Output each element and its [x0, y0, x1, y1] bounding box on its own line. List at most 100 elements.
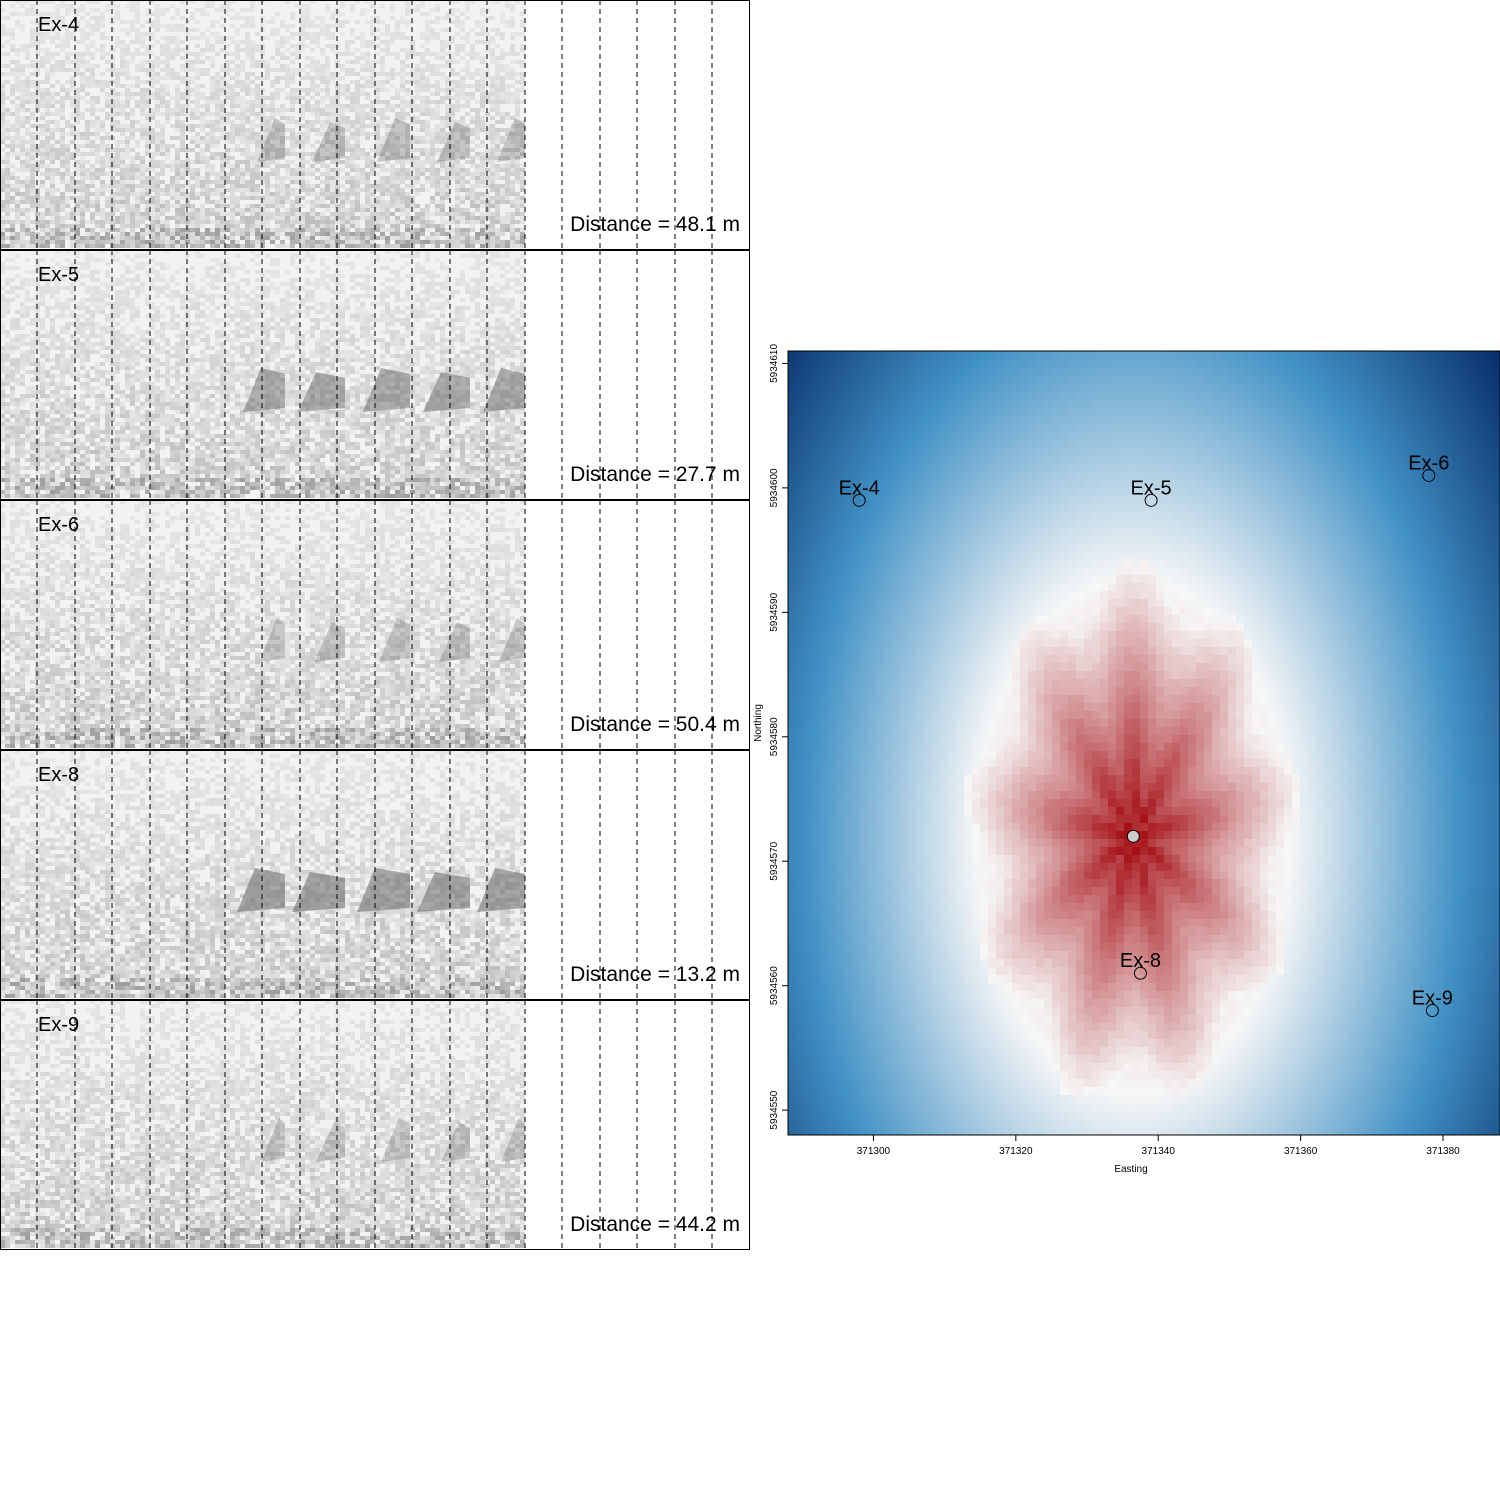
noise-cell — [20, 184, 25, 188]
noise-cell — [280, 204, 285, 208]
noise-cell — [70, 232, 75, 236]
noise-cell — [350, 164, 355, 168]
noise-cell — [65, 80, 70, 84]
noise-cell — [370, 172, 375, 176]
noise-cell — [10, 286, 15, 290]
noise-cell — [120, 282, 125, 286]
noise-cell — [520, 282, 525, 286]
noise-cell — [495, 220, 500, 224]
noise-cell — [95, 196, 100, 200]
noise-cell — [435, 84, 440, 88]
noise-cell — [450, 72, 455, 76]
noise-cell — [235, 282, 240, 286]
noise-cell — [270, 132, 275, 136]
noise-cell — [120, 72, 125, 76]
noise-cell — [210, 132, 215, 136]
noise-cell — [345, 44, 350, 48]
noise-cell — [370, 262, 375, 266]
noise-cell — [115, 40, 120, 44]
noise-cell — [120, 196, 125, 200]
noise-cell — [475, 108, 480, 112]
noise-cell — [240, 100, 245, 104]
noise-cell — [105, 52, 110, 56]
noise-cell — [10, 144, 15, 148]
noise-cell — [215, 100, 220, 104]
noise-cell — [225, 282, 230, 286]
noise-cell — [220, 176, 225, 180]
noise-cell — [510, 116, 515, 120]
noise-cell — [265, 116, 270, 120]
noise-cell — [475, 120, 480, 124]
noise-cell — [330, 168, 335, 172]
noise-cell — [275, 196, 280, 200]
noise-cell — [500, 188, 505, 192]
noise-cell — [225, 36, 230, 40]
noise-cell — [100, 88, 105, 92]
noise-cell — [130, 108, 135, 112]
noise-cell — [455, 228, 460, 232]
noise-cell — [160, 244, 165, 248]
noise-cell — [160, 208, 165, 212]
noise-cell — [455, 96, 460, 100]
noise-cell — [415, 168, 420, 172]
noise-cell — [60, 156, 65, 160]
noise-cell — [295, 88, 300, 92]
noise-cell — [205, 232, 210, 236]
noise-cell — [425, 152, 430, 156]
noise-cell — [415, 228, 420, 232]
noise-cell — [15, 60, 20, 64]
noise-cell — [445, 176, 450, 180]
noise-cell — [490, 240, 495, 244]
noise-cell — [290, 24, 295, 28]
noise-cell — [210, 220, 215, 224]
noise-cell — [435, 240, 440, 244]
noise-cell — [370, 286, 375, 290]
noise-cell — [165, 148, 170, 152]
noise-cell — [165, 92, 170, 96]
noise-cell — [100, 258, 105, 262]
noise-cell — [375, 60, 380, 64]
noise-cell — [425, 80, 430, 84]
noise-cell — [60, 192, 65, 196]
noise-cell — [425, 60, 430, 64]
noise-cell — [455, 220, 460, 224]
noise-cell — [350, 104, 355, 108]
noise-cell — [480, 172, 485, 176]
noise-cell — [380, 20, 385, 24]
noise-cell — [305, 212, 310, 216]
noise-cell — [40, 140, 45, 144]
noise-cell — [35, 282, 40, 286]
noise-cell — [360, 204, 365, 208]
noise-cell — [230, 156, 235, 160]
noise-cell — [10, 188, 15, 192]
noise-cell — [505, 188, 510, 192]
noise-cell — [135, 36, 140, 40]
noise-cell — [230, 40, 235, 44]
noise-cell — [495, 72, 500, 76]
noise-cell — [295, 172, 300, 176]
noise-cell — [375, 84, 380, 88]
noise-cell — [290, 204, 295, 208]
noise-cell — [155, 92, 160, 96]
noise-cell — [80, 212, 85, 216]
noise-cell — [95, 172, 100, 176]
noise-cell — [465, 180, 470, 184]
noise-cell — [275, 220, 280, 224]
noise-cell — [470, 48, 475, 52]
noise-cell — [355, 128, 360, 132]
noise-cell — [335, 240, 340, 244]
noise-cell — [240, 168, 245, 172]
noise-cell — [290, 80, 295, 84]
noise-cell — [480, 240, 485, 244]
noise-cell — [165, 192, 170, 196]
noise-cell — [465, 76, 470, 80]
noise-cell — [325, 192, 330, 196]
noise-cell — [350, 232, 355, 236]
noise-cell — [170, 52, 175, 56]
noise-cell — [75, 28, 80, 32]
noise-cell — [460, 232, 465, 236]
noise-cell — [415, 180, 420, 184]
noise-cell — [400, 100, 405, 104]
noise-cell — [295, 192, 300, 196]
noise-cell — [40, 258, 45, 262]
